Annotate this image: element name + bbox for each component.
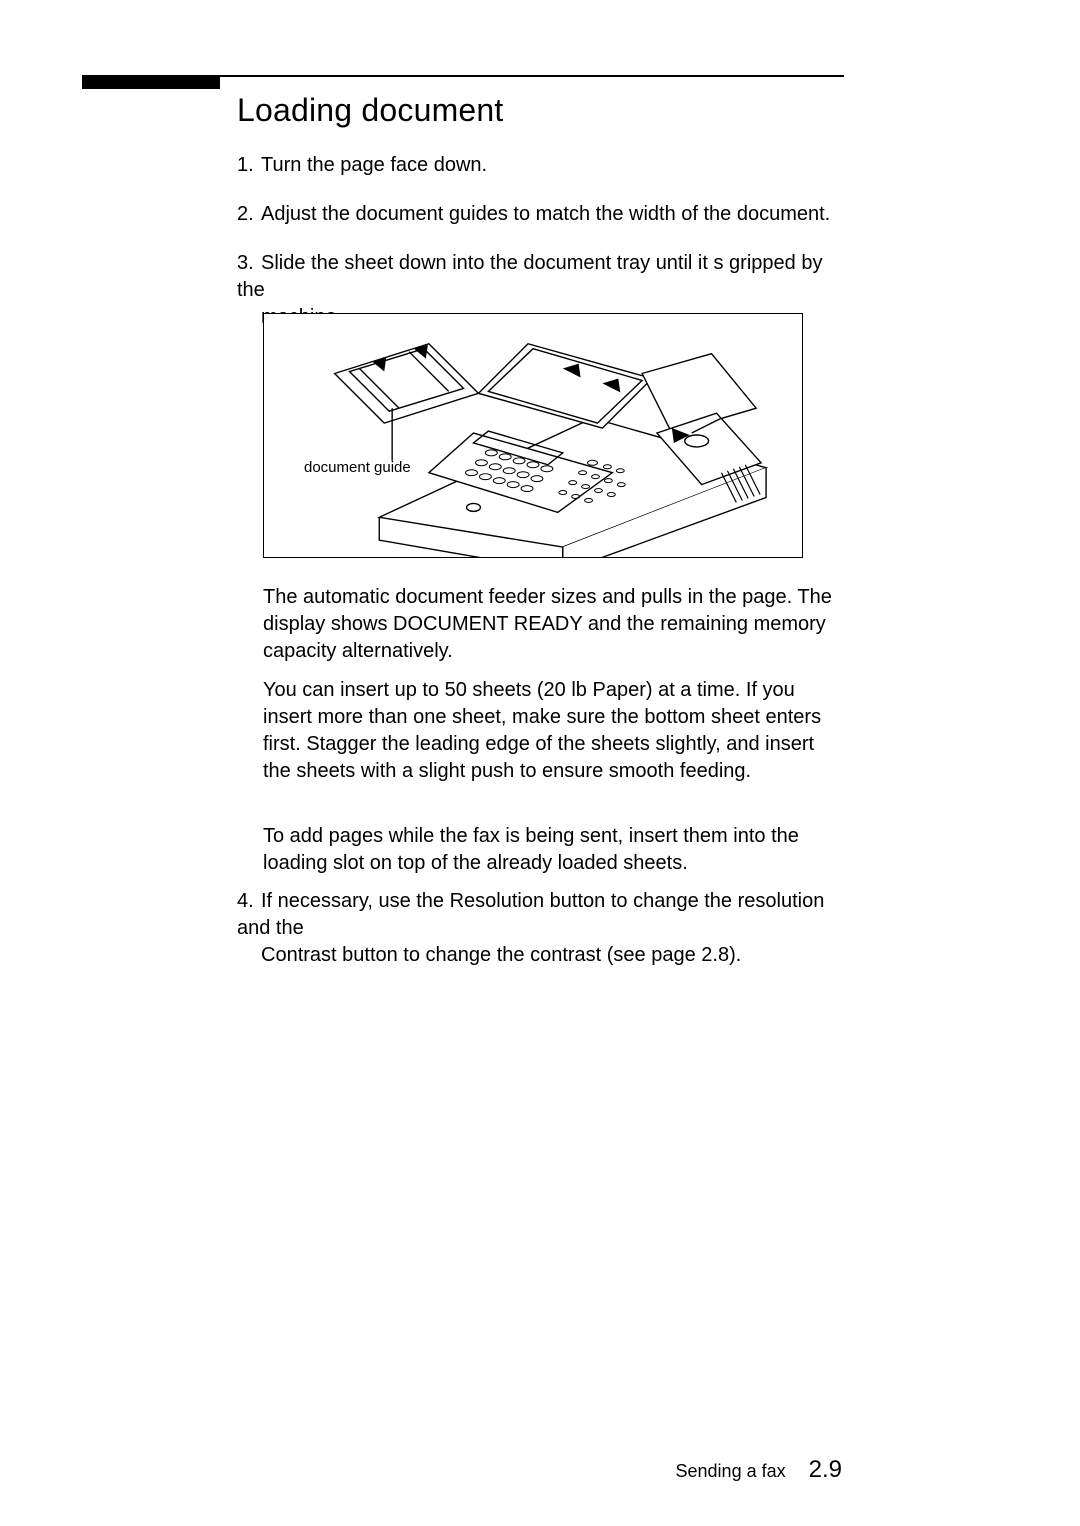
step-text: If necessary, use the Resolution button … [237, 890, 824, 939]
step-number: 3. [237, 250, 261, 277]
paragraph-capacity: You can insert up to 50 sheets (20 lb Pa… [263, 677, 837, 785]
step-text-line2: Contrast button to change the contrast (… [237, 942, 837, 969]
step-number: 2. [237, 201, 261, 228]
step-text: Slide the sheet down into the document t… [237, 252, 822, 301]
figure-fax-machine: document guide [263, 313, 803, 558]
step-1: 1.Turn the page face down. [237, 152, 837, 179]
step-4: 4.If necessary, use the Resolution butto… [237, 888, 837, 969]
step-text: Turn the page face down. [261, 154, 487, 176]
step-number: 4. [237, 888, 261, 915]
page-heading: Loading document [237, 92, 504, 129]
paragraph-feeder: The automatic document feeder sizes and … [263, 584, 837, 665]
fax-machine-illustration [264, 314, 802, 557]
footer-page-number: 2.9 [809, 1456, 842, 1483]
step-2: 2.Adjust the document guides to match th… [237, 201, 837, 228]
figure-label: document guide [304, 459, 411, 476]
page-root: Loading document 1.Turn the page face do… [0, 0, 1080, 1526]
step-text: Adjust the document guides to match the … [261, 203, 830, 225]
footer-section: Sending a fax [676, 1461, 786, 1481]
paragraph-addpages: To add pages while the fax is being sent… [263, 823, 837, 877]
page-footer: Sending a fax 2.9 [676, 1456, 842, 1484]
step-number: 1. [237, 152, 261, 179]
header-bar [82, 75, 220, 89]
